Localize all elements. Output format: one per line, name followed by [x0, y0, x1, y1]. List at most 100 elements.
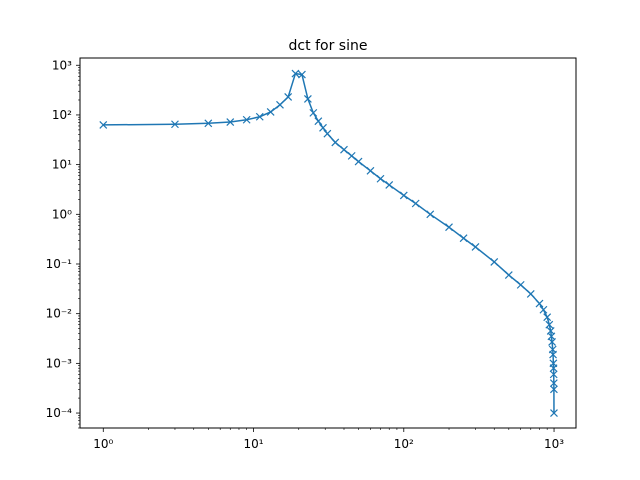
marker-stroke [549, 385, 558, 394]
data-point-marker [411, 199, 420, 208]
data-point-marker [549, 385, 558, 394]
y-tick-label: 10³ [52, 58, 72, 72]
marker-stroke [347, 151, 356, 160]
data-point-marker [354, 157, 363, 166]
x-tick-label: 10⁰ [93, 437, 113, 451]
marker-stroke [490, 258, 499, 266]
x-tick-label: 10² [394, 437, 414, 451]
marker-stroke [504, 271, 513, 279]
data-point-marker [340, 145, 348, 154]
data-point-marker [549, 370, 558, 379]
data-point-marker [549, 350, 557, 359]
marker-stroke [539, 305, 548, 314]
marker-stroke [171, 120, 179, 129]
data-point-marker [459, 234, 468, 243]
data-point-marker [426, 210, 435, 219]
data-point-marker [399, 191, 408, 200]
data-point-marker [549, 379, 558, 388]
y-tick-label: 10⁰ [52, 207, 72, 221]
marker-stroke [255, 112, 264, 121]
marker-stroke [459, 234, 468, 243]
x-tick-label: 10¹ [243, 437, 263, 451]
marker-stroke [309, 108, 318, 117]
data-series [99, 69, 558, 417]
data-point-marker [385, 181, 394, 189]
y-tick-label: 10⁻² [46, 307, 73, 321]
data-point-marker [242, 115, 251, 124]
data-point-marker [535, 299, 544, 308]
data-point-marker [539, 305, 548, 314]
marker-stroke [314, 117, 323, 126]
marker-stroke [549, 379, 558, 388]
marker-stroke [291, 69, 300, 78]
marker-stroke [319, 123, 327, 132]
marker-stroke [545, 320, 554, 329]
data-point-marker [314, 117, 323, 126]
marker-stroke [340, 145, 348, 154]
marker-stroke [535, 299, 544, 308]
data-point-marker [471, 243, 480, 251]
marker-stroke [426, 210, 435, 219]
data-point-marker [445, 223, 453, 232]
marker-stroke [550, 409, 558, 417]
marker-stroke [366, 166, 375, 175]
marker-stroke [242, 115, 251, 124]
y-tick-label: 10² [52, 108, 72, 122]
marker-stroke [411, 199, 420, 208]
data-point-marker [549, 364, 558, 373]
axis-ticks: 10⁰ 10¹ 10² 10³ 10⁻⁴ 10⁻³ 10⁻² 10⁻¹ 10⁰ 10¹ 10² 10³ [46, 58, 565, 451]
marker-stroke [323, 129, 332, 138]
marker-stroke [543, 313, 552, 322]
data-point-marker [323, 129, 332, 138]
data-point-marker [276, 100, 284, 109]
data-point-marker [255, 112, 264, 121]
marker-stroke [526, 289, 535, 298]
marker-stroke [331, 138, 340, 147]
plot-frame [79, 57, 577, 429]
data-point-marker [291, 69, 300, 78]
data-point-marker [331, 138, 340, 147]
data-point-marker [99, 120, 108, 129]
marker-stroke [471, 243, 480, 251]
marker-stroke [385, 181, 394, 189]
y-tick-label: 10⁻⁴ [46, 406, 73, 420]
marker-stroke [549, 370, 558, 379]
data-point-marker [171, 120, 179, 129]
data-point-marker [516, 280, 525, 289]
data-point-marker [298, 70, 306, 79]
chart-title: dct for sine [289, 38, 368, 54]
marker-stroke [284, 93, 293, 101]
marker-stroke [226, 118, 235, 126]
marker-stroke [204, 119, 213, 128]
marker-stroke [376, 174, 385, 183]
marker-stroke [298, 70, 306, 79]
data-point-marker [319, 123, 327, 132]
data-point-marker [548, 338, 556, 346]
data-point-marker [303, 95, 312, 103]
data-point-marker [504, 271, 513, 279]
marker-stroke [445, 223, 453, 232]
marker-stroke [549, 364, 558, 373]
data-point-marker [204, 119, 213, 128]
marker-stroke [548, 338, 556, 346]
data-point-marker [545, 320, 554, 329]
marker-stroke [276, 100, 284, 109]
y-tick-label: 10⁻¹ [46, 257, 73, 271]
marker-stroke [549, 350, 557, 359]
data-point-marker [543, 313, 552, 322]
x-tick-label: 10³ [544, 437, 564, 451]
marker-stroke [516, 280, 525, 289]
data-point-marker [550, 409, 558, 417]
marker-stroke [354, 157, 363, 166]
y-tick-label: 10¹ [52, 158, 72, 172]
data-point-marker [526, 289, 535, 298]
data-point-marker [226, 118, 235, 126]
data-point-marker [309, 108, 318, 117]
data-point-marker [490, 258, 499, 266]
marker-stroke [266, 108, 275, 116]
y-tick-label: 10⁻³ [46, 356, 73, 370]
data-point-marker [266, 108, 275, 116]
data-point-marker [284, 93, 293, 101]
